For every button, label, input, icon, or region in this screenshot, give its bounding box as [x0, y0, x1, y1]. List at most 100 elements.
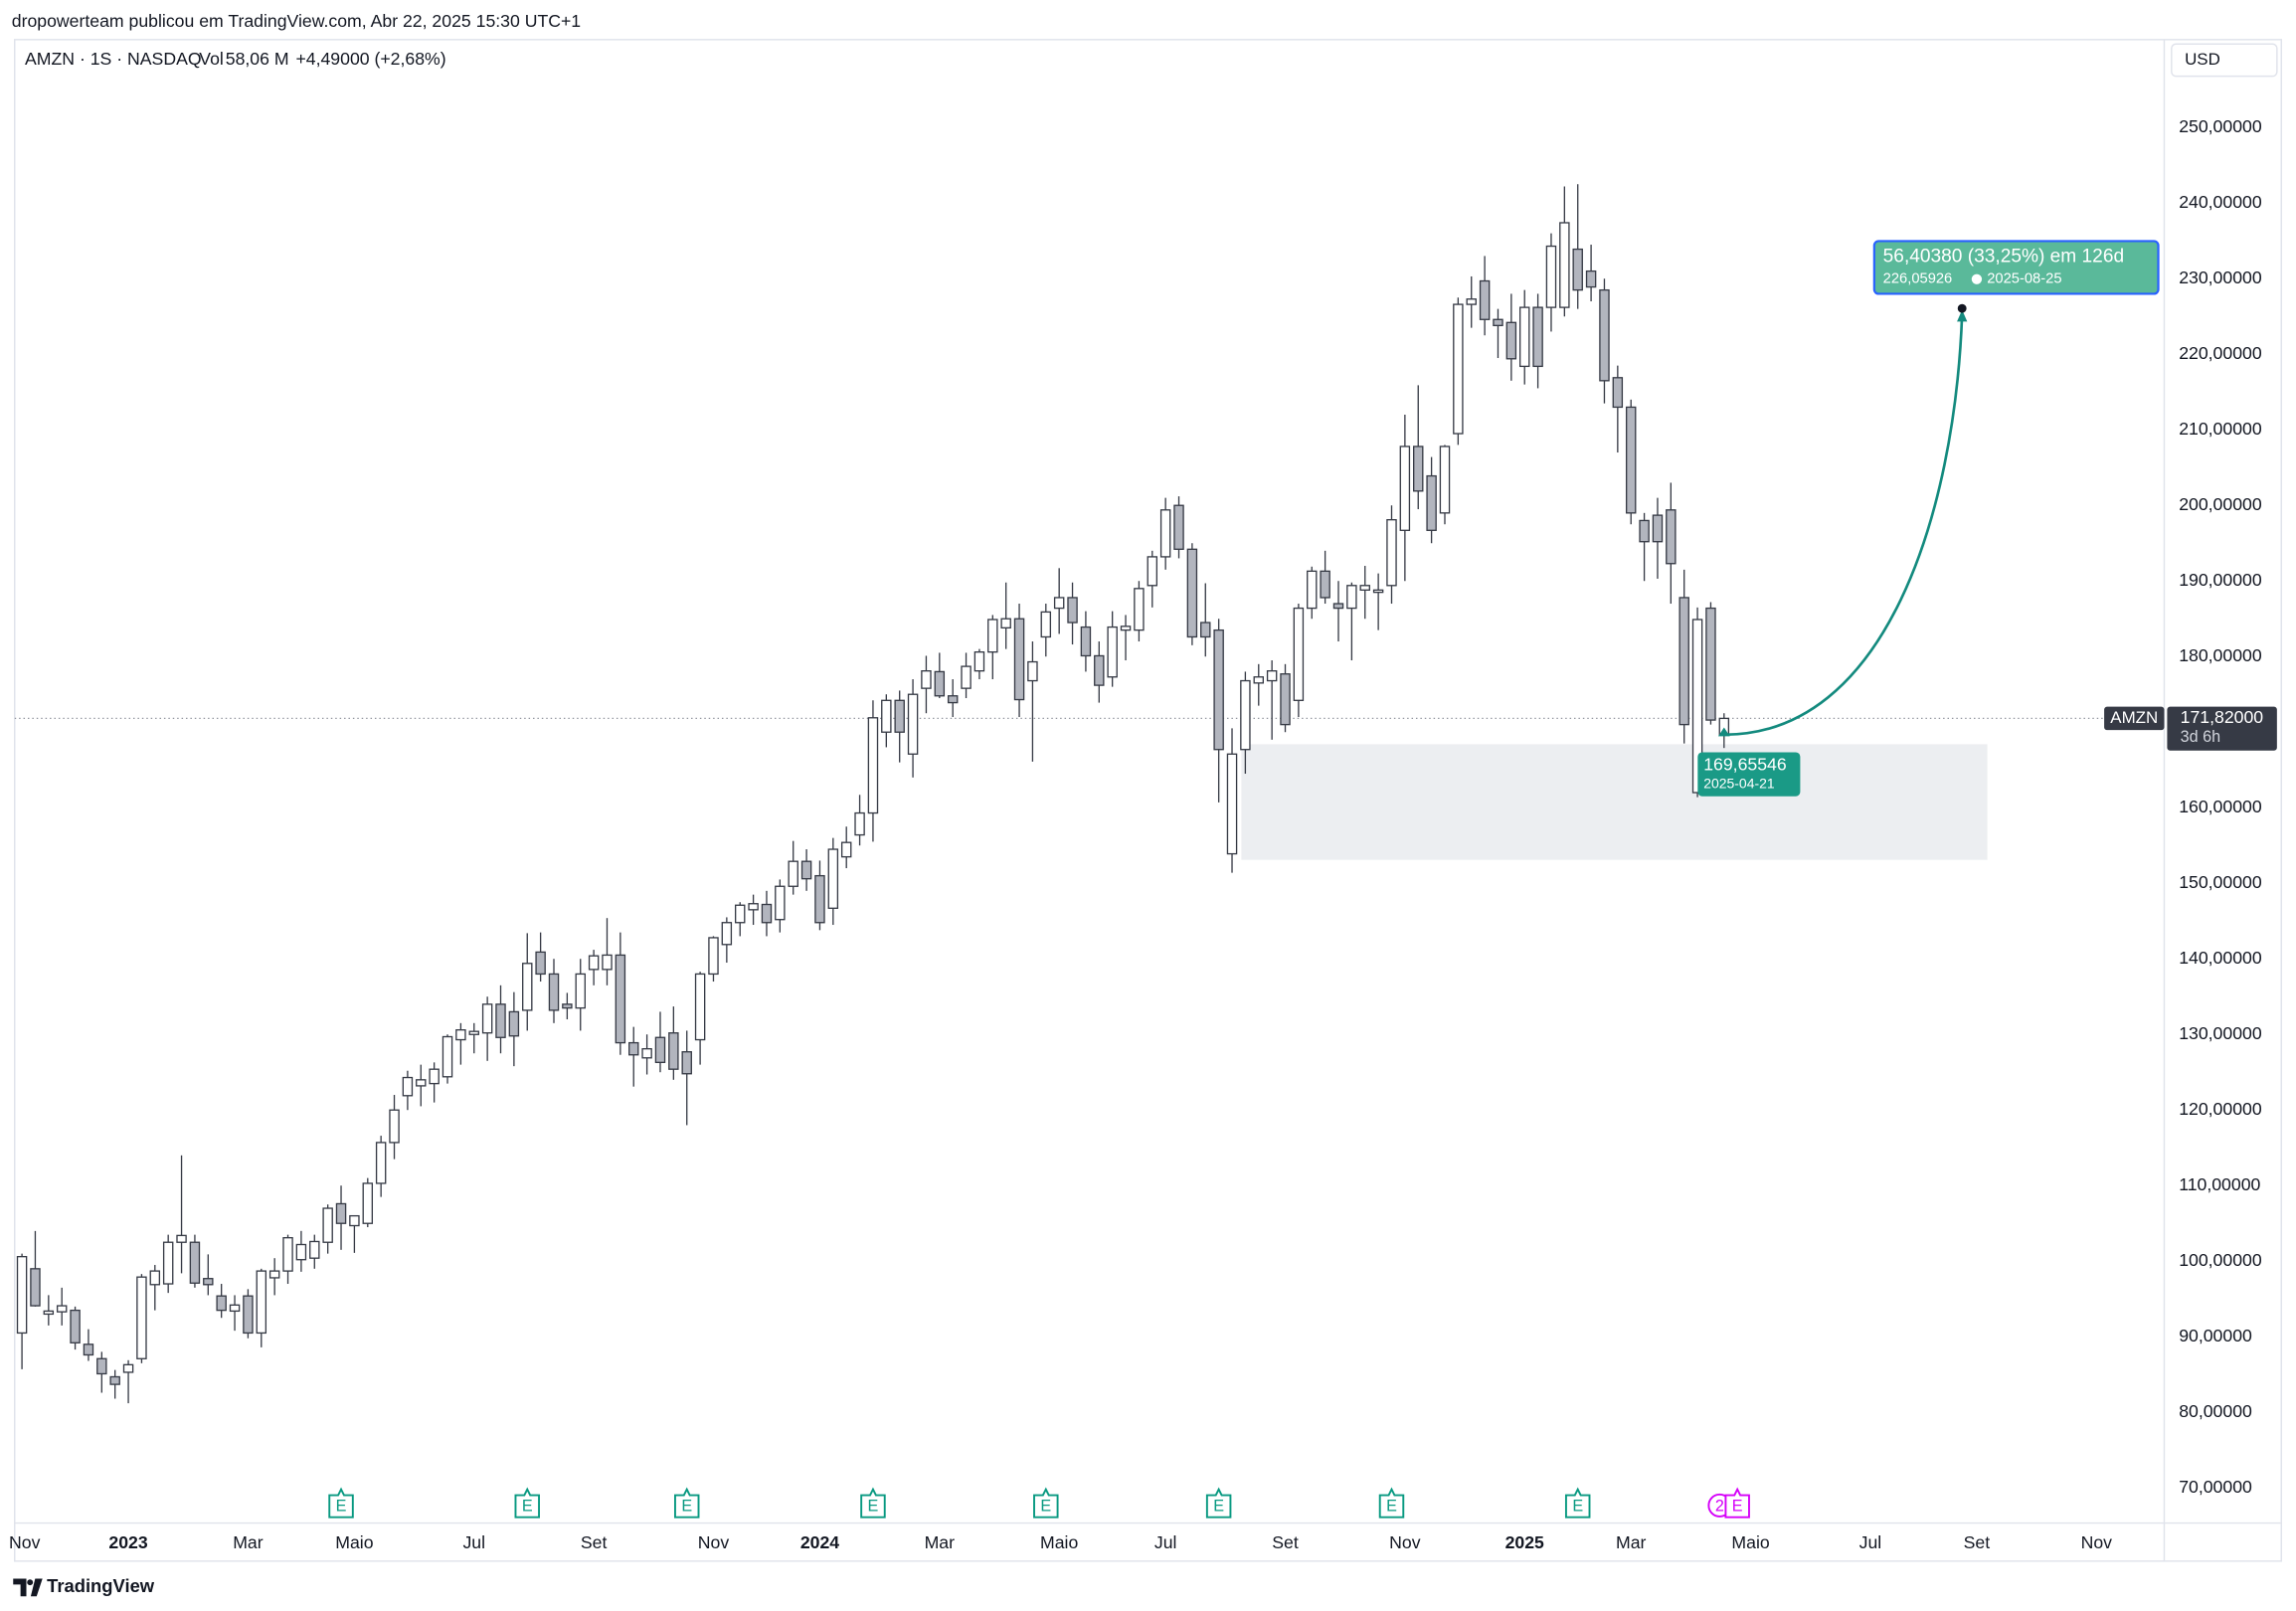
candle-body [268, 1270, 280, 1279]
candle-body [136, 1276, 147, 1359]
candle-body [442, 1035, 453, 1078]
volume: 58,06 M [226, 49, 289, 69]
candle-body [1134, 588, 1145, 631]
candle-body [748, 903, 759, 911]
candle-body [203, 1278, 214, 1286]
earnings-badge-shape[interactable] [860, 1487, 886, 1519]
earnings-badge-shape[interactable] [514, 1487, 540, 1519]
y-tick-label: 210,00000 [2179, 419, 2262, 439]
y-tick-label: 250,00000 [2179, 116, 2262, 136]
candle-body [508, 1010, 520, 1037]
currency-box[interactable] [2171, 43, 2278, 78]
candle-body [1545, 245, 1557, 308]
candle-body [1013, 618, 1025, 701]
candle-body [721, 922, 733, 946]
candle-body [814, 874, 825, 924]
split-badge[interactable]: 2 [1715, 1498, 1724, 1516]
y-tick-label: 200,00000 [2179, 494, 2262, 514]
earnings-badge-shape[interactable] [1205, 1487, 1232, 1519]
candle-body [1559, 222, 1570, 308]
x-tick-label: 2023 [108, 1532, 147, 1552]
candle-body [295, 1243, 307, 1261]
y-tick-label: 180,00000 [2179, 645, 2262, 665]
candle-body [1585, 269, 1597, 288]
candle-body [1453, 303, 1464, 435]
earnings-badge[interactable]: E [336, 1498, 347, 1516]
candle-body [1652, 514, 1664, 543]
earnings-badge-shape[interactable] [1033, 1487, 1059, 1519]
earnings-badge-shape[interactable] [328, 1487, 354, 1519]
candle-body [1505, 321, 1517, 360]
upcoming-earnings-badge[interactable]: E [1732, 1498, 1743, 1516]
candle-body [162, 1241, 174, 1285]
x-tick-label: Mar [925, 1532, 956, 1552]
y-tick-label: 90,00000 [2179, 1326, 2252, 1345]
candle-body [256, 1270, 267, 1335]
candle-body [535, 951, 546, 976]
x-tick-label: Set [1964, 1532, 1991, 1552]
candle-body [229, 1304, 241, 1313]
candle-body [1666, 509, 1677, 565]
candle-body [1426, 474, 1437, 531]
projection-text: 56,40380 (33,25%) em 126d [1883, 247, 2124, 268]
y-tick-label: 220,00000 [2179, 343, 2262, 363]
candle-body [681, 1051, 692, 1075]
x-tick-label: Jul [1859, 1532, 1882, 1552]
price-tag-countdown: 3d 6h [2181, 728, 2221, 746]
candle-body [1240, 679, 1251, 751]
earnings-badge[interactable]: E [681, 1498, 692, 1516]
candle-body [389, 1109, 400, 1144]
chart-frame [13, 39, 2283, 1562]
candle-body [1413, 446, 1424, 492]
candle-body [907, 693, 919, 755]
candle-body [1532, 306, 1543, 368]
currency[interactable]: USD [2185, 50, 2220, 69]
projection-end-value: 226,05926 [1883, 271, 1953, 287]
x-tick-label: Mar [233, 1532, 264, 1552]
start-value: 169,65546 [1703, 754, 1787, 774]
earnings-badge-shape[interactable] [1378, 1487, 1405, 1519]
candle-body [1213, 628, 1224, 751]
earnings-badge[interactable]: E [868, 1498, 879, 1516]
candle-body [1173, 504, 1184, 550]
candle-body [1372, 589, 1384, 594]
earnings-badge[interactable]: E [1572, 1498, 1583, 1516]
earnings-badge[interactable]: E [1213, 1498, 1224, 1516]
x-tick-label: Mar [1616, 1532, 1647, 1552]
upcoming-earnings-badge-shape[interactable] [1724, 1487, 1750, 1519]
candle-body [1067, 597, 1078, 624]
brand: TradingView [47, 1575, 155, 1596]
candle-body [1147, 556, 1158, 587]
candle-body [1266, 670, 1278, 682]
candle-body [1186, 548, 1198, 638]
y-tick-label: 100,00000 [2179, 1250, 2262, 1270]
candle-body [70, 1309, 81, 1343]
candle-body [1612, 377, 1624, 409]
axes: 70,00000 80,00000 90,00000 100,00000 110,000… [9, 116, 2277, 1552]
candle-body [654, 1036, 666, 1064]
price-tag-value: 171,82000 [2181, 707, 2264, 727]
candle-body [827, 848, 839, 909]
earnings-badge-shape[interactable] [1564, 1487, 1591, 1519]
zone [1241, 744, 1988, 860]
earnings-badge[interactable]: E [1386, 1498, 1397, 1516]
candle-body [122, 1363, 134, 1373]
earnings-badge-shape[interactable] [673, 1487, 700, 1519]
candle-body [973, 651, 985, 672]
candle-body [176, 1234, 187, 1243]
candle-body [335, 1202, 347, 1224]
candle-body [1625, 406, 1637, 514]
x-tick-label: Jul [1154, 1532, 1177, 1552]
candle-body [1040, 611, 1052, 638]
y-tick-label: 240,00000 [2179, 192, 2262, 212]
logo-dot [27, 1579, 34, 1586]
candle-body [1053, 597, 1065, 610]
earnings-badge[interactable]: E [1040, 1498, 1051, 1516]
candle-body [362, 1182, 374, 1224]
y-tick-label: 230,00000 [2179, 268, 2262, 287]
x-tick-label: Nov [698, 1532, 730, 1552]
candle-body [1320, 570, 1330, 599]
earnings-badge[interactable]: E [522, 1498, 533, 1516]
tradingview-logo [13, 1578, 43, 1597]
